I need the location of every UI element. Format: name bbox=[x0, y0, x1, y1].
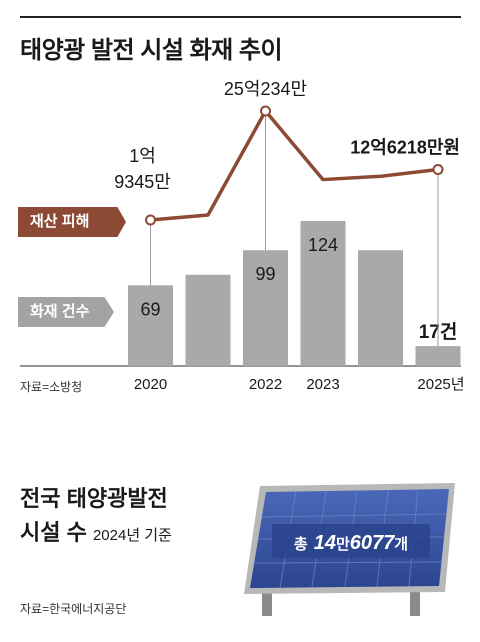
facility-heading-line1: 전국 태양광발전 bbox=[20, 486, 168, 511]
source-note-bottom: 자료=한국에너지공단 bbox=[20, 602, 127, 616]
top-rule bbox=[20, 16, 461, 18]
source-note-top: 자료=소방청 bbox=[20, 380, 83, 394]
facility-heading-line2: 시설 수 bbox=[20, 520, 87, 545]
bar-2021 bbox=[185, 274, 231, 366]
bar-value-label: 99 bbox=[255, 264, 275, 284]
count-unit-b: 개 bbox=[394, 535, 408, 553]
bar-value-label: 69 bbox=[140, 299, 160, 319]
x-tick-label: 2023 bbox=[306, 376, 339, 393]
damage-value-label: 1억 9345만 bbox=[114, 146, 171, 192]
x-tick-label: 2020 bbox=[134, 376, 167, 393]
facility-heading: 전국 태양광발전 시설 수 2024년 기준 bbox=[20, 482, 172, 553]
count-value-b: 6077 bbox=[350, 532, 395, 554]
bar-2025년 bbox=[415, 346, 461, 366]
panel-label-band bbox=[272, 524, 430, 558]
chart-title: 태양광 발전 시설 화재 추이 bbox=[20, 37, 283, 64]
damage-point bbox=[145, 214, 156, 226]
damage-point bbox=[432, 164, 444, 176]
count-prefix: 총 bbox=[294, 536, 308, 553]
bar-value-label: 124 bbox=[308, 235, 338, 255]
x-tick-label: 2025년 bbox=[417, 376, 464, 393]
panel-post-right bbox=[410, 590, 420, 616]
bar-2023 bbox=[300, 221, 346, 366]
bar-2020 bbox=[128, 285, 173, 366]
count-unit-a: 만 bbox=[336, 536, 350, 553]
legend-count-tag: 화재 건수 bbox=[18, 297, 114, 327]
damage-value-label: 25억234만 bbox=[224, 79, 307, 99]
bar-2024 bbox=[358, 250, 403, 366]
count-value-a: 14 bbox=[314, 532, 336, 554]
legend-damage-tag: 재산 피해 bbox=[18, 207, 126, 237]
panel-post-left bbox=[262, 590, 272, 616]
bar-2022 bbox=[243, 250, 288, 366]
damage-value-label: 12억6218만원 bbox=[350, 138, 460, 158]
damage-line bbox=[150, 109, 439, 222]
facility-count: 총 14만6077개 bbox=[294, 532, 408, 554]
facility-basis: 2024년 기준 bbox=[92, 527, 172, 544]
x-tick-label: 2022 bbox=[249, 376, 282, 393]
solar-panel-illustration: 총 14만6077개 bbox=[244, 483, 455, 616]
damage-point bbox=[260, 105, 271, 117]
